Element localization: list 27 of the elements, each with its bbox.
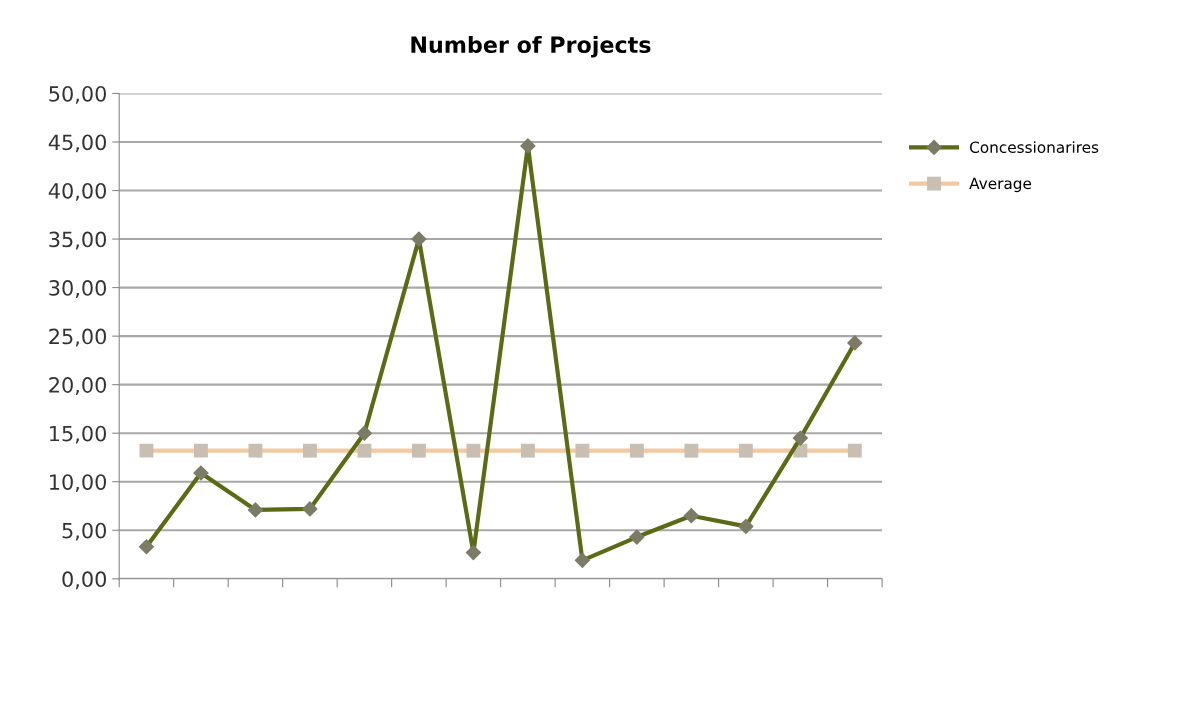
y-tick-label: 20,00 [49, 377, 107, 395]
legend-label: Average [969, 177, 1032, 193]
y-tick-label: 5,00 [62, 522, 107, 541]
y-tick-label: 40,00 [48, 182, 107, 201]
y-tick-label: 10,00 [50, 474, 107, 493]
point [466, 443, 481, 458]
point [629, 443, 644, 458]
y-tick-label: 50,00 [49, 85, 107, 104]
chart-title: Number of Projects [411, 35, 651, 58]
y-tick-label: 25,00 [49, 328, 107, 347]
point [248, 443, 263, 458]
point [684, 443, 699, 458]
point [193, 443, 208, 458]
y-tick-label: 30,00 [49, 280, 107, 298]
point [411, 443, 426, 458]
y-tick-label: 0,00 [62, 571, 107, 590]
legend-label: Concessionarires [970, 141, 1099, 154]
point [302, 443, 317, 458]
point [847, 443, 862, 458]
point [575, 443, 590, 458]
point [738, 443, 753, 458]
y-tick-label: 35,00 [49, 231, 107, 250]
point [139, 443, 154, 458]
y-tick-label: 15,00 [50, 425, 107, 444]
point [520, 443, 535, 458]
point [357, 443, 372, 458]
y-tick-label: 45,00 [48, 134, 107, 153]
